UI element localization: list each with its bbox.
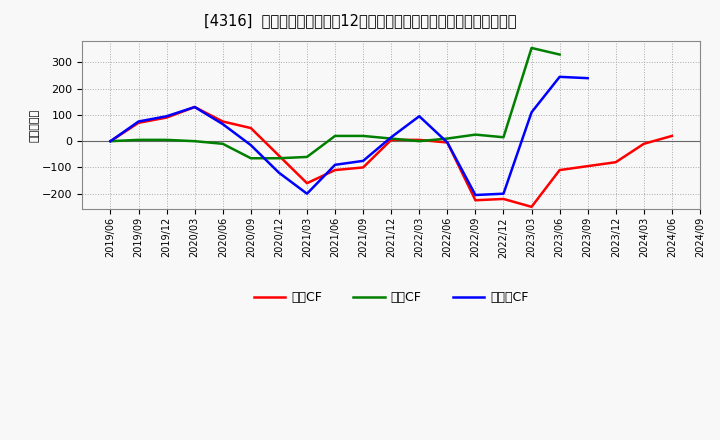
営業CF: [274, 153, 283, 158]
フリーCF: [415, 114, 423, 119]
Text: [4316]  キャッシュフローの12か月移動合計の対前年同期増減額の推移: [4316] キャッシュフローの12か月移動合計の対前年同期増減額の推移: [204, 13, 516, 28]
投資CF: [106, 139, 114, 144]
営業CF: [302, 180, 311, 186]
営業CF: [359, 165, 367, 170]
Line: フリーCF: フリーCF: [110, 77, 588, 195]
営業CF: [443, 140, 451, 145]
フリーCF: [302, 191, 311, 196]
Line: 投資CF: 投資CF: [110, 48, 559, 158]
フリーCF: [387, 135, 395, 140]
フリーCF: [583, 76, 592, 81]
投資CF: [471, 132, 480, 137]
営業CF: [667, 133, 676, 139]
Line: 営業CF: 営業CF: [110, 107, 672, 207]
営業CF: [583, 164, 592, 169]
フリーCF: [527, 110, 536, 115]
フリーCF: [106, 139, 114, 144]
投資CF: [527, 45, 536, 51]
フリーCF: [218, 121, 227, 127]
フリーCF: [330, 162, 339, 168]
フリーCF: [499, 191, 508, 196]
投資CF: [359, 133, 367, 139]
営業CF: [190, 104, 199, 110]
営業CF: [246, 125, 255, 131]
営業CF: [499, 196, 508, 202]
フリーCF: [471, 192, 480, 198]
投資CF: [443, 136, 451, 141]
投資CF: [555, 52, 564, 57]
Y-axis label: （百万円）: （百万円）: [30, 109, 40, 142]
営業CF: [639, 141, 648, 147]
投資CF: [218, 141, 227, 147]
営業CF: [330, 168, 339, 173]
営業CF: [611, 160, 620, 165]
投資CF: [274, 156, 283, 161]
Legend: 営業CF, 投資CF, フリーCF: 営業CF, 投資CF, フリーCF: [248, 286, 534, 309]
営業CF: [106, 139, 114, 144]
営業CF: [527, 204, 536, 209]
フリーCF: [190, 104, 199, 110]
営業CF: [134, 120, 143, 125]
営業CF: [471, 198, 480, 203]
投資CF: [134, 137, 143, 143]
フリーCF: [443, 140, 451, 145]
フリーCF: [555, 74, 564, 80]
投資CF: [162, 137, 171, 143]
営業CF: [162, 115, 171, 120]
営業CF: [218, 119, 227, 124]
投資CF: [302, 154, 311, 160]
営業CF: [387, 137, 395, 143]
営業CF: [415, 137, 423, 143]
投資CF: [387, 136, 395, 141]
フリーCF: [274, 170, 283, 175]
投資CF: [330, 133, 339, 139]
投資CF: [246, 156, 255, 161]
投資CF: [499, 135, 508, 140]
フリーCF: [134, 119, 143, 124]
営業CF: [555, 168, 564, 173]
投資CF: [190, 139, 199, 144]
フリーCF: [359, 158, 367, 164]
フリーCF: [162, 114, 171, 119]
投資CF: [415, 139, 423, 144]
フリーCF: [246, 143, 255, 148]
